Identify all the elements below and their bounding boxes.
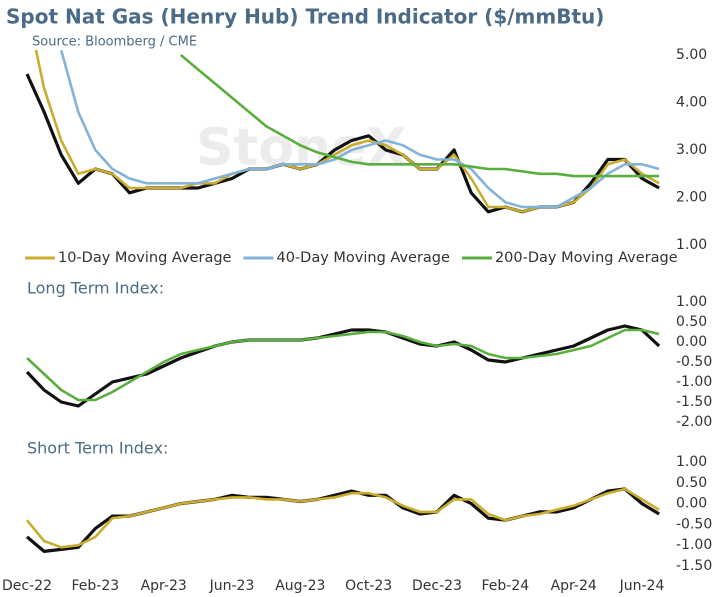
y-tick-label: -1.50 [676,394,712,410]
y-tick-label: 2.00 [676,190,707,206]
series-line [25,324,661,408]
y-tick-label: 3.00 [676,142,707,158]
x-tick-label: Feb-23 [72,578,120,594]
series-line [26,328,660,402]
chart-title: Spot Nat Gas (Henry Hub) Trend Indicator… [6,5,604,29]
x-tick-label: Aug-23 [275,578,325,594]
y-tick-label: 0.00 [676,496,707,512]
series-line [179,54,660,178]
y-tick-label: 5.00 [676,47,707,63]
plot-area [25,487,660,553]
x-tick-label: Apr-24 [551,578,597,594]
panel-title: Long Term Index: [27,279,164,298]
y-tick-label: -0.50 [676,354,712,370]
y-tick-label: 1.00 [676,237,707,253]
y-tick-label: -1.00 [676,537,712,553]
x-tick-label: Dec-23 [412,578,462,594]
y-tick-label: 4.00 [676,95,707,111]
y-tick-label: -1.00 [676,374,712,390]
series-line [25,487,660,553]
x-tick-label: Jun-23 [209,578,255,594]
legend-label: 40-Day Moving Average [276,250,450,266]
plot-area [25,324,661,408]
series-line [59,50,660,209]
y-tick-label: 0.00 [676,334,707,350]
y-tick-label: 0.50 [676,314,707,330]
panel-title: Short Term Index: [27,439,168,458]
x-tick-label: Feb-24 [482,578,530,594]
x-tick-label: Oct-23 [345,578,392,594]
y-tick-label: 0.50 [676,475,707,491]
x-tick-label: Dec-22 [2,578,52,594]
series-line [25,487,660,549]
x-tick-label: Jun-24 [619,578,665,594]
legend-label: 10-Day Moving Average [58,250,232,266]
chart-subtitle: Source: Bloomberg / CME [32,35,197,50]
legend-label: 200-Day Moving Average [495,250,678,266]
y-tick-label: 1.00 [676,454,707,470]
y-tick-label: 1.00 [676,294,707,310]
x-tick-label: Apr-23 [141,578,187,594]
y-tick-label: -0.50 [676,516,712,532]
y-tick-label: -2.00 [676,414,712,430]
y-tick-label: -1.50 [676,558,712,574]
plot-area [25,50,660,214]
